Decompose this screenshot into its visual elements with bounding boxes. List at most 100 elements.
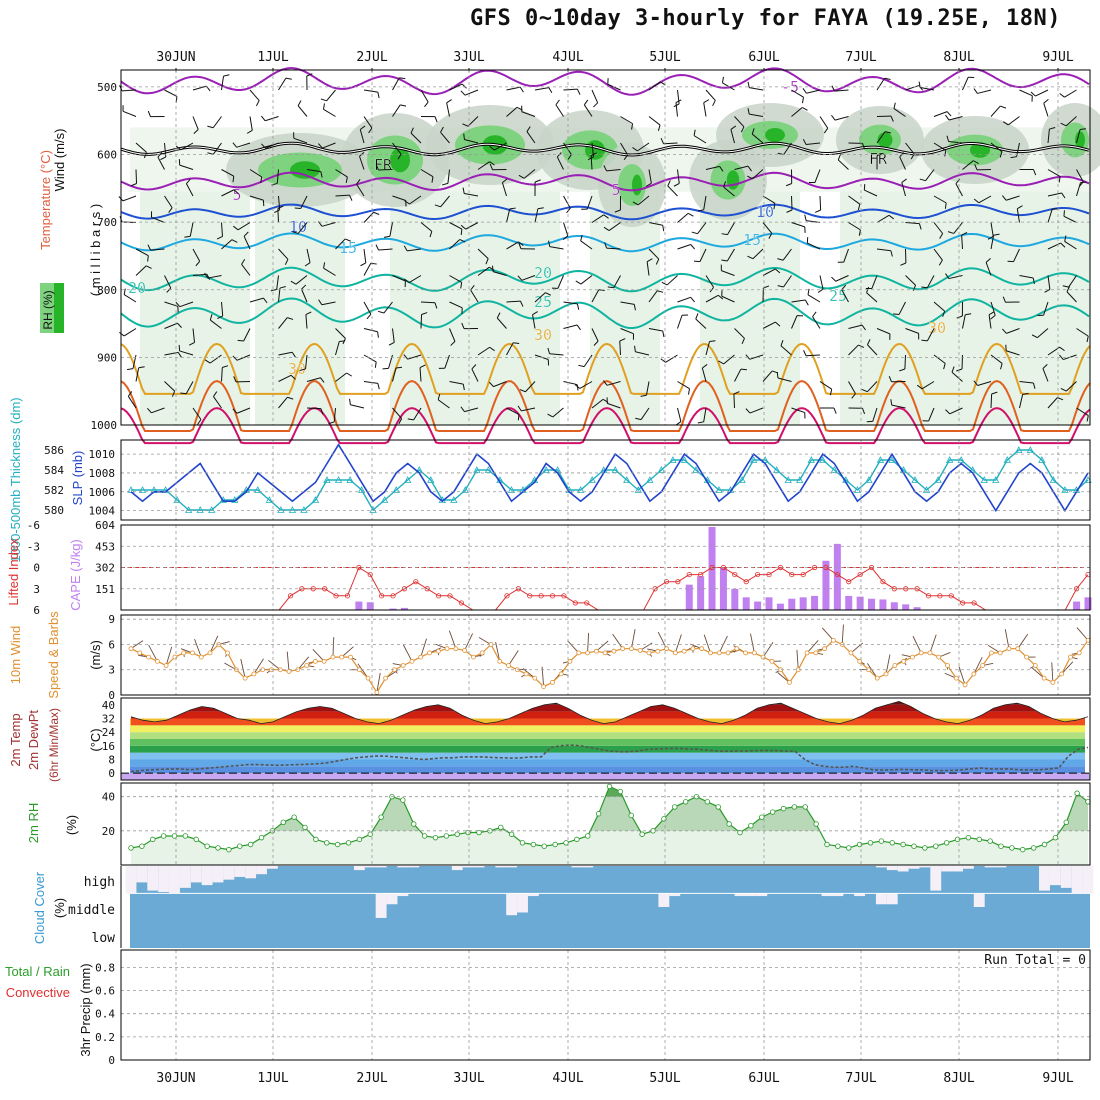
wind-barb (575, 280, 582, 285)
wind-barb (306, 169, 321, 173)
wind-barb (249, 169, 263, 178)
wind-barb (648, 81, 661, 91)
cape-bar (731, 588, 739, 610)
wind-barb (835, 275, 849, 282)
wind-barb (171, 390, 176, 397)
temp-band (131, 711, 1085, 719)
wind-barb-10m (1051, 662, 1054, 683)
wind-barb (1007, 116, 1020, 126)
wind-barb (985, 258, 991, 263)
series-slp (130, 443, 1089, 513)
wind-barb (318, 143, 323, 149)
wind-barb (449, 275, 462, 283)
wind-barb (677, 315, 683, 329)
thickness-point (646, 476, 654, 483)
wind-barb (648, 328, 663, 332)
wind-barb (335, 238, 346, 250)
wind-barb (833, 407, 837, 414)
thickness-point (1015, 446, 1023, 453)
wind-barb (306, 407, 322, 410)
wind-barb (350, 404, 365, 409)
wind-barb (489, 161, 495, 166)
wind-barb (322, 142, 336, 149)
wind-barb (951, 371, 963, 382)
wind-barb (261, 115, 266, 122)
cape-bar (697, 576, 705, 610)
wind-barb (363, 301, 372, 315)
wind-barb (306, 248, 311, 263)
cloud-high-bar (397, 866, 409, 868)
temp-band (121, 773, 1090, 780)
y-tick-pressure: 900 (97, 351, 117, 364)
cape-bar (822, 560, 830, 610)
cape-bar (845, 595, 853, 610)
cloud-middle-bar (734, 893, 746, 897)
wind-barb (395, 366, 403, 369)
cloud-high-bar (451, 866, 463, 871)
wind-barb (320, 377, 325, 383)
wind-barb (775, 321, 781, 327)
wind-barb (939, 233, 944, 239)
rh2m-point (780, 805, 787, 812)
panel-wind10 (128, 624, 1091, 695)
wind-barb (991, 391, 998, 395)
wind10-point (822, 646, 828, 652)
wind-barb (460, 406, 465, 412)
wind-barb (278, 374, 292, 382)
wind-barb (345, 176, 348, 183)
wind-barb (1013, 248, 1020, 262)
wind-barb (290, 374, 296, 380)
thickness-point (819, 456, 827, 463)
y-tick-pressure: 500 (97, 81, 117, 94)
wind-barb (392, 367, 397, 382)
wind-barb (278, 396, 288, 409)
wind-barb (237, 222, 251, 231)
label-speed-barbs: Speed & Barbs (46, 611, 61, 699)
thickness-point (184, 506, 193, 513)
wind-barb (791, 107, 803, 117)
wind-barb (926, 275, 935, 289)
wind-barb (164, 195, 173, 208)
thickness-point (300, 506, 308, 513)
wind-barb-10m (885, 654, 891, 675)
wind-barb (801, 107, 808, 111)
wind-barb (548, 87, 553, 94)
wind-barb (326, 89, 336, 102)
thickness-point (357, 486, 366, 493)
wind-barb (990, 354, 1003, 364)
wind-barb (526, 126, 531, 132)
wind-barb (1076, 407, 1089, 416)
wind-barb (721, 76, 724, 83)
wind-barb (662, 330, 665, 338)
wind10-point (190, 650, 195, 656)
wind-barb (867, 381, 878, 393)
rh2m-point (824, 841, 830, 848)
thickness-point (507, 486, 516, 493)
wind-barb (726, 248, 735, 262)
wind-barb (204, 272, 209, 279)
wind-barb (464, 89, 479, 96)
wind-barb (556, 156, 564, 170)
wind-barb (933, 354, 946, 364)
wind-barb (1006, 195, 1020, 201)
lifted-point (743, 579, 749, 585)
wind-barb (440, 195, 450, 208)
wind-barb (501, 182, 507, 197)
wind-barb (965, 313, 972, 316)
wind-barb (192, 85, 207, 91)
wind-barb (898, 301, 906, 315)
rh2m-point (139, 843, 145, 849)
wind-barb (374, 361, 377, 368)
date-label-bottom: 4JUL (552, 1071, 583, 1086)
wind-barb-10m (495, 641, 501, 662)
wind-barb (705, 275, 714, 288)
wind-barb (946, 111, 952, 117)
wind-barb (349, 398, 351, 405)
y-tick-slp: 1004 (89, 505, 116, 518)
wind-barb (434, 204, 441, 208)
wind-barb (360, 262, 367, 267)
lifted-point (538, 593, 544, 599)
wind-barb (734, 165, 749, 170)
wind-barb (632, 147, 638, 152)
